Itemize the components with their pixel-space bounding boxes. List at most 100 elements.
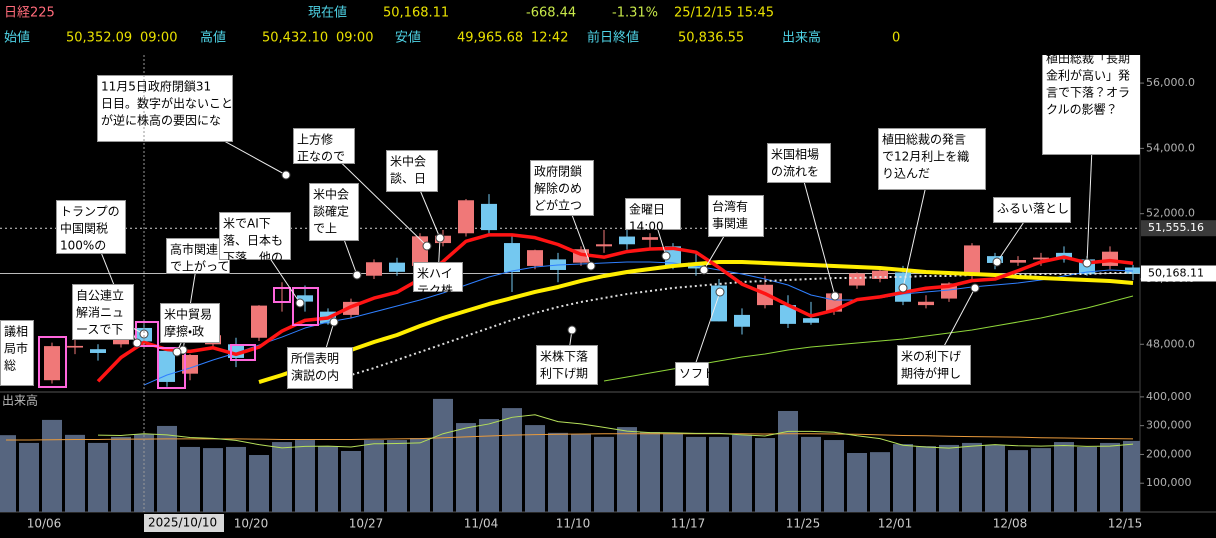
- annotation-box: [97, 75, 233, 142]
- ma-line: [143, 261, 1134, 386]
- annotation-box: [675, 362, 709, 386]
- open-value: 50,352.09: [66, 31, 132, 46]
- annotation-text: 100%の: [60, 239, 106, 253]
- volume-y-tick-label: 200,000: [1146, 447, 1192, 460]
- volume-bar: [502, 408, 522, 512]
- volume-bar: [410, 438, 430, 512]
- volume-bar: [893, 444, 913, 512]
- annotation-text: で12月利上を織: [882, 150, 969, 164]
- annotation-text: 台湾有: [712, 199, 748, 214]
- annotation: ソフト: [675, 362, 715, 386]
- annotation-point: [295, 298, 305, 308]
- open-time: 09:00: [140, 31, 177, 46]
- volume-bar: [755, 438, 775, 512]
- volume-bar: [962, 442, 982, 512]
- candle-body: [872, 270, 888, 279]
- annotation-text: で上: [313, 222, 337, 236]
- candle-body: [90, 349, 106, 353]
- current-value: 50,168.11: [383, 6, 449, 21]
- candle-body: [44, 346, 60, 381]
- crosshair-label-box: [144, 514, 224, 532]
- annotation-text: 下落 他の: [223, 251, 283, 265]
- annotation-text: 期待が押し: [901, 366, 961, 381]
- volume-bar: [387, 440, 407, 512]
- prev-close-value: 50,836.55: [678, 31, 744, 46]
- annotation-text: テク株: [417, 283, 453, 298]
- volume-bar: [663, 434, 683, 512]
- reference-label: 51,555.16: [1148, 221, 1204, 234]
- annotation-text: 局市: [4, 342, 28, 356]
- x-tick-label: 12/15: [1108, 517, 1143, 531]
- open-label: 始値: [4, 30, 30, 46]
- annotation-text: 高市関連: [170, 243, 218, 257]
- candle-body: [734, 314, 750, 327]
- volume-bar: [226, 446, 246, 512]
- candle-body: [412, 236, 428, 266]
- highlight-box: [135, 321, 159, 347]
- annotations: 11月5日政府閉鎖31日目。数字が出ないことが逆に株高の要因にな上方修正なので米…: [0, 55, 1140, 389]
- candle-body: [458, 200, 474, 234]
- x-tick-label: 10/06: [27, 517, 62, 531]
- candle-body: [251, 305, 267, 338]
- change-pct: -1.31%: [612, 6, 658, 21]
- annotation-text: 日目。数字が出ないこと: [101, 96, 233, 111]
- annotation-point: [970, 283, 980, 293]
- ma-line: [258, 259, 1134, 384]
- volume-bar: [318, 446, 338, 512]
- volume-bar: [870, 452, 890, 512]
- annotation-text: 議相: [4, 325, 28, 339]
- candle-body: [389, 262, 405, 272]
- volume-bar: [1054, 442, 1074, 512]
- annotation-point: [567, 325, 577, 335]
- candle-body: [366, 262, 382, 276]
- volume-bar: [1077, 446, 1097, 512]
- annotation-text: 談、日: [390, 172, 426, 186]
- x-tick-label: 11/25: [786, 517, 821, 531]
- candle-body: [918, 301, 934, 306]
- annotation-point: [329, 317, 339, 327]
- volume-bar: [1100, 442, 1120, 512]
- annotation-box: [160, 303, 220, 343]
- annotation-box: [386, 150, 438, 192]
- annotation-text: が逆に株高の要因にな: [101, 113, 221, 128]
- annotation-point: [352, 270, 362, 280]
- low-label: 安値: [395, 30, 421, 46]
- annotation-text: で上がって: [170, 259, 229, 274]
- candle-body: [1102, 251, 1118, 266]
- volume-bar: [939, 444, 959, 512]
- annotation-box: [708, 195, 764, 237]
- volume-bar: [479, 419, 499, 512]
- annotation-box: [767, 143, 831, 183]
- annotation-text: 米国相場: [771, 148, 819, 162]
- volume-bar: [295, 440, 315, 512]
- annotation-point: [172, 347, 182, 357]
- annotation-box: [72, 284, 134, 340]
- x-tick-label: 11/10: [556, 517, 591, 531]
- annotation-text: ソフト: [679, 367, 715, 381]
- volume-bar: [65, 434, 85, 512]
- ma-line: [327, 271, 1133, 382]
- annotation-text: 米でAI下: [223, 217, 271, 231]
- volume-bar: [732, 434, 752, 512]
- annotation-text: の流れを: [771, 165, 819, 179]
- volume-bar: [433, 398, 453, 512]
- volume-y-tick-label: 100,000: [1146, 476, 1192, 489]
- annotation-text: ースで下: [76, 323, 123, 337]
- volume-bar: [88, 442, 108, 512]
- annotation-text: 摩擦・政: [164, 325, 204, 339]
- x-tick-label: 10/20: [234, 517, 269, 531]
- highlight-box: [230, 344, 256, 361]
- annotation-text: 中国関税: [60, 221, 108, 236]
- high-value: 50,432.10: [262, 31, 328, 46]
- annotation-point: [715, 287, 725, 297]
- annotation-point: [992, 257, 1002, 267]
